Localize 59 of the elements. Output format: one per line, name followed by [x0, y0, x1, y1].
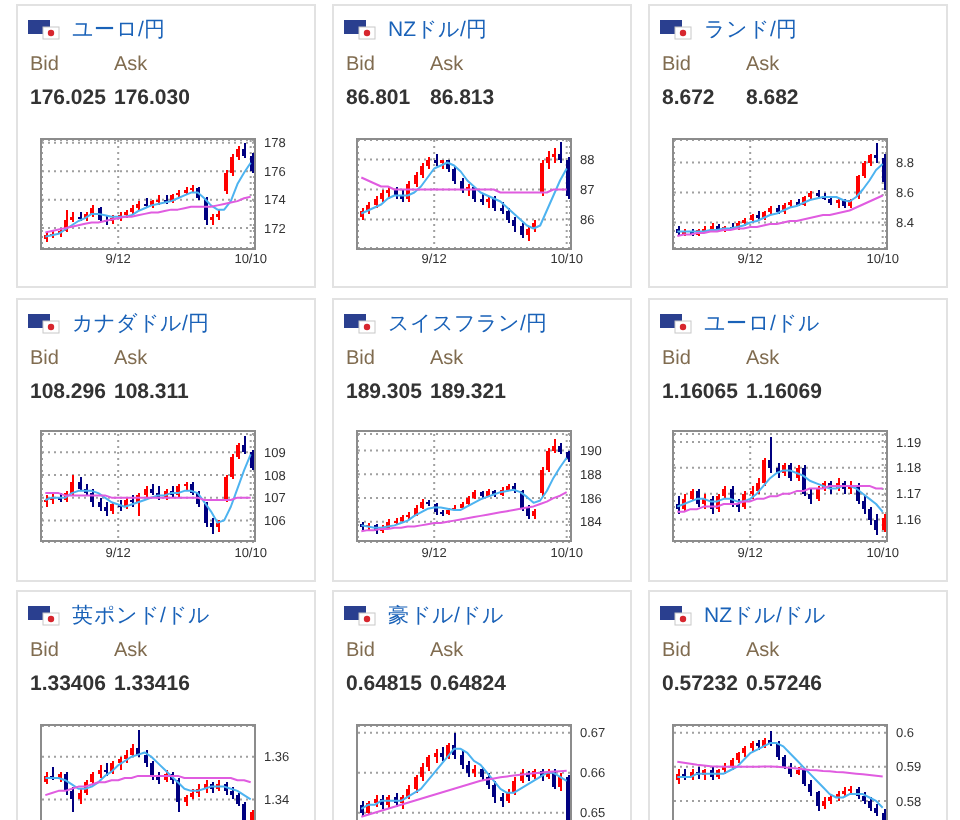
line-series	[676, 760, 884, 778]
chart-title: NZドル/ドル	[704, 604, 826, 628]
text: 86.801	[346, 86, 411, 110]
line-series	[676, 468, 884, 512]
text: Bid	[346, 347, 375, 369]
text: Bid	[346, 640, 375, 662]
chart-title: ユーロ/円	[72, 18, 166, 42]
text: 0.64815	[346, 672, 422, 696]
text: 189.321	[430, 379, 506, 403]
line-series	[44, 452, 252, 523]
chart-title: スイスフラン/円	[388, 311, 548, 335]
text: 1.33406	[30, 672, 106, 696]
text: 108.296	[30, 379, 106, 403]
chart-title: 英ポンド/ドル	[72, 604, 210, 628]
text: 0.57232	[662, 672, 738, 696]
text: Ask	[746, 54, 780, 76]
chart-title: ランド/円	[704, 18, 798, 42]
text: Ask	[114, 54, 148, 76]
text: 1.16069	[746, 379, 822, 403]
text: Bid	[346, 54, 375, 76]
line-series	[676, 194, 884, 237]
text: 0.64824	[430, 672, 506, 696]
line-series	[360, 176, 568, 194]
text: 0.57246	[746, 672, 822, 696]
chart-title: 豪ドル/ドル	[388, 604, 504, 628]
text: 176.025	[30, 86, 106, 110]
text: 86.813	[430, 86, 495, 110]
text: 189.305	[346, 379, 422, 403]
text: 108.311	[114, 379, 189, 403]
text: Ask	[114, 640, 148, 662]
text: 1.16065	[662, 379, 738, 403]
text: Ask	[746, 640, 780, 662]
text: Ask	[746, 347, 780, 369]
text: Bid	[662, 347, 691, 369]
chart-title: カナダドル/円	[72, 311, 210, 335]
text: 176.030	[114, 86, 190, 110]
chart-title: NZドル/円	[388, 18, 488, 42]
line-series	[44, 751, 252, 801]
chart-title: ユーロ/ドル	[704, 311, 820, 335]
text: Ask	[114, 347, 148, 369]
text: Ask	[430, 640, 464, 662]
text: Ask	[430, 54, 464, 76]
text: Bid	[30, 347, 59, 369]
text: Bid	[30, 640, 59, 662]
text: 8.672	[662, 86, 715, 110]
line-series	[676, 483, 884, 512]
line-series	[360, 769, 568, 818]
line-series	[360, 747, 568, 810]
text: Bid	[30, 54, 59, 76]
text: 8.682	[746, 86, 799, 110]
line-series	[44, 161, 252, 238]
text: 1.33416	[114, 672, 190, 696]
line-series	[360, 161, 568, 230]
line-series	[44, 195, 252, 234]
text: Ask	[430, 347, 464, 369]
text: Bid	[662, 640, 691, 662]
line-series	[360, 490, 568, 532]
line-series	[360, 455, 568, 528]
text: Bid	[662, 54, 691, 76]
